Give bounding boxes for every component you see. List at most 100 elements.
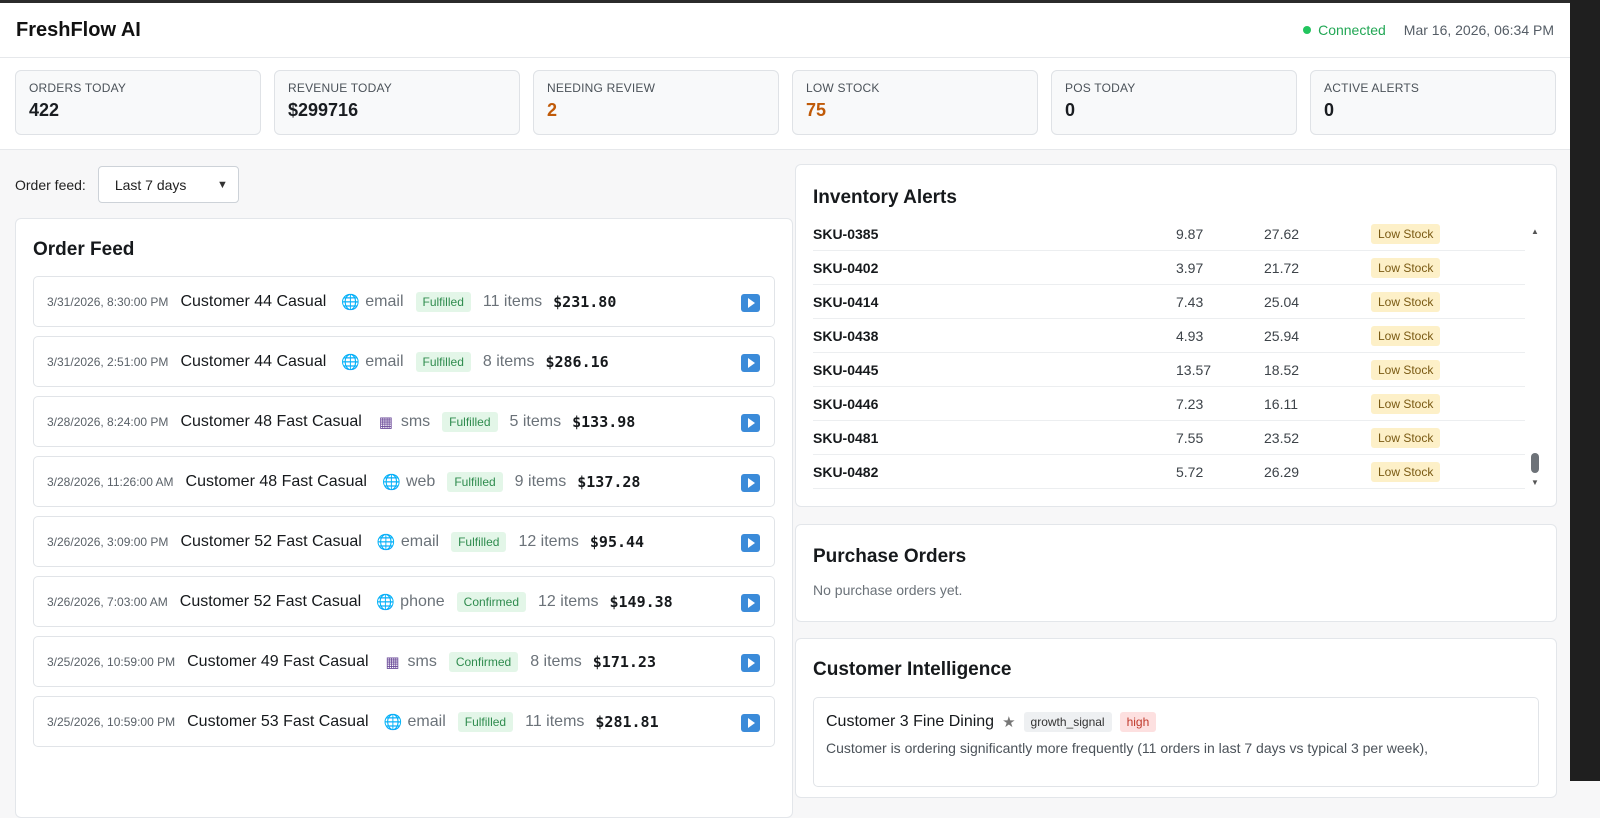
inventory-threshold: 25.04 xyxy=(1264,293,1300,310)
inventory-row[interactable]: SKU-0438 4.93 25.94 Low Stock xyxy=(813,319,1525,353)
order-time: 3/25/2026, 10:59:00 PM xyxy=(47,654,176,669)
order-channel: ▦ sms xyxy=(384,653,436,671)
inventory-row[interactable]: SKU-0445 13.57 18.52 Low Stock xyxy=(813,353,1525,387)
order-row[interactable]: 3/25/2026, 10:59:00 PM Customer 53 Fast … xyxy=(33,696,775,747)
order-items: 11 items xyxy=(525,712,585,730)
status-badge: Confirmed xyxy=(456,591,527,612)
inventory-row[interactable]: SKU-0446 7.23 16.11 Low Stock xyxy=(813,387,1525,421)
inventory-row[interactable]: SKU-0402 3.97 21.72 Low Stock xyxy=(813,251,1525,285)
inventory-alerts-list: SKU-0385 9.87 27.62 Low Stock SKU-0402 3… xyxy=(813,217,1525,489)
left-column: Order feed: Last 7 days ▼ Order Feed 3/3… xyxy=(15,150,793,818)
order-channel: 🌐 email xyxy=(341,353,403,371)
order-feed-range-select[interactable]: Last 7 days ▼ xyxy=(97,166,239,203)
order-customer: Customer 53 Fast Casual xyxy=(187,712,369,730)
play-icon[interactable] xyxy=(741,414,760,432)
status-badge: Low Stock xyxy=(1371,359,1441,380)
play-icon[interactable] xyxy=(741,654,760,672)
order-items: 9 items xyxy=(514,472,567,490)
status-badge: Fulfilled xyxy=(457,711,514,732)
status-badge: Low Stock xyxy=(1371,461,1441,482)
stat-label: LOW STOCK xyxy=(806,81,880,95)
order-amount: $286.16 xyxy=(545,352,609,371)
order-row[interactable]: 3/26/2026, 3:09:00 PM Customer 52 Fast C… xyxy=(33,516,775,567)
app-header: FreshFlow AI Connected Mar 16, 2026, 06:… xyxy=(0,3,1570,58)
order-amount: $231.80 xyxy=(553,292,617,311)
order-customer: Customer 44 Casual xyxy=(180,352,327,370)
insight-item[interactable]: Customer 3 Fine Dining ★ growth_signal h… xyxy=(813,697,1539,787)
inventory-threshold: 26.29 xyxy=(1264,463,1300,480)
scrollbar-thumb[interactable] xyxy=(1531,453,1539,473)
order-row[interactable]: 3/28/2026, 11:26:00 AM Customer 48 Fast … xyxy=(33,456,775,507)
select-value: Last 7 days xyxy=(114,176,187,193)
inventory-current: 4.93 xyxy=(1176,327,1204,344)
order-row[interactable]: 3/31/2026, 8:30:00 PM Customer 44 Casual… xyxy=(33,276,775,327)
order-time: 3/28/2026, 11:26:00 AM xyxy=(47,474,174,489)
stat-label: REVENUE TODAY xyxy=(288,81,392,95)
inventory-threshold: 21.72 xyxy=(1264,259,1300,276)
play-icon[interactable] xyxy=(741,714,760,732)
inventory-sku: SKU-0402 xyxy=(813,259,879,276)
order-amount: $281.81 xyxy=(595,712,659,731)
play-icon[interactable] xyxy=(741,354,760,372)
star-icon[interactable]: ★ xyxy=(1002,714,1016,731)
order-time: 3/28/2026, 8:24:00 PM xyxy=(47,414,169,429)
stat-value: 2 xyxy=(547,100,558,120)
status-badge: Low Stock xyxy=(1371,257,1441,278)
stat-revenue-today: REVENUE TODAY $299716 xyxy=(274,70,520,135)
scroll-down-arrow-icon[interactable]: ▼ xyxy=(1531,478,1539,487)
status-badge: Fulfilled xyxy=(415,351,471,372)
globe-icon: 🌐 xyxy=(383,713,403,731)
insight-customer: Customer 3 Fine Dining xyxy=(826,713,995,730)
order-amount: $149.38 xyxy=(609,592,673,611)
order-items: 11 items xyxy=(482,292,543,310)
order-time: 3/31/2026, 8:30:00 PM xyxy=(47,294,169,309)
play-icon[interactable] xyxy=(741,534,760,552)
inventory-threshold: 25.94 xyxy=(1264,327,1300,344)
order-channel: 🌐 web xyxy=(382,473,435,491)
globe-icon: 🌐 xyxy=(341,353,360,371)
inventory-current: 13.57 xyxy=(1176,361,1212,378)
inventory-sku: SKU-0446 xyxy=(813,395,879,412)
order-channel: 🌐 email xyxy=(384,713,446,731)
order-feed-filter: Order feed: Last 7 days ▼ xyxy=(15,166,793,203)
play-icon[interactable] xyxy=(741,594,760,612)
globe-icon: 🌐 xyxy=(381,473,401,491)
stat-pos-today: POS TODAY 0 xyxy=(1051,70,1297,135)
inventory-row[interactable]: SKU-0481 7.55 23.52 Low Stock xyxy=(813,421,1525,455)
play-icon[interactable] xyxy=(741,294,760,312)
inventory-sku: SKU-0414 xyxy=(813,293,879,310)
order-amount: $171.23 xyxy=(592,652,656,671)
order-items: 12 items xyxy=(518,532,579,550)
order-channel: 🌐 phone xyxy=(376,593,445,611)
inventory-row[interactable]: SKU-0414 7.43 25.04 Low Stock xyxy=(813,285,1525,319)
connection-label: Connected xyxy=(1318,22,1386,38)
inventory-row[interactable]: SKU-0482 5.72 26.29 Low Stock xyxy=(813,455,1525,489)
inventory-threshold: 27.62 xyxy=(1264,225,1300,242)
order-row[interactable]: 3/25/2026, 10:59:00 PM Customer 49 Fast … xyxy=(33,636,775,687)
order-amount: $95.44 xyxy=(589,532,645,551)
inventory-sku: SKU-0482 xyxy=(813,463,879,480)
window-right-border xyxy=(1570,0,1600,781)
inventory-row[interactable]: SKU-0385 9.87 27.62 Low Stock xyxy=(813,217,1525,251)
phone-icon: ▦ xyxy=(385,653,400,671)
inventory-sku: SKU-0445 xyxy=(813,361,879,378)
order-row[interactable]: 3/31/2026, 2:51:00 PM Customer 44 Casual… xyxy=(33,336,775,387)
order-row[interactable]: 3/26/2026, 7:03:00 AM Customer 52 Fast C… xyxy=(33,576,775,627)
order-time: 3/31/2026, 2:51:00 PM xyxy=(47,354,169,369)
scroll-up-arrow-icon[interactable]: ▲ xyxy=(1531,227,1539,236)
stat-orders-today: ORDERS TODAY 422 xyxy=(15,70,261,135)
inventory-current: 7.43 xyxy=(1176,293,1204,310)
insight-text: Customer is ordering significantly more … xyxy=(826,740,1428,756)
status-badge: Fulfilled xyxy=(447,471,503,492)
order-amount: $137.28 xyxy=(577,472,641,491)
status-dot-icon xyxy=(1303,26,1312,34)
play-icon[interactable] xyxy=(741,474,760,492)
purchase-orders-card: Purchase Orders No purchase orders yet. xyxy=(795,524,1557,622)
inventory-current: 3.97 xyxy=(1176,259,1204,276)
inventory-scrollbar[interactable]: ▲ ▼ xyxy=(1530,227,1540,487)
order-customer: Customer 44 Casual xyxy=(180,292,327,310)
stat-label: ORDERS TODAY xyxy=(29,81,127,95)
inventory-threshold: 23.52 xyxy=(1264,429,1300,446)
order-channel-label: email xyxy=(365,292,404,310)
order-row[interactable]: 3/28/2026, 8:24:00 PM Customer 48 Fast C… xyxy=(33,396,775,447)
